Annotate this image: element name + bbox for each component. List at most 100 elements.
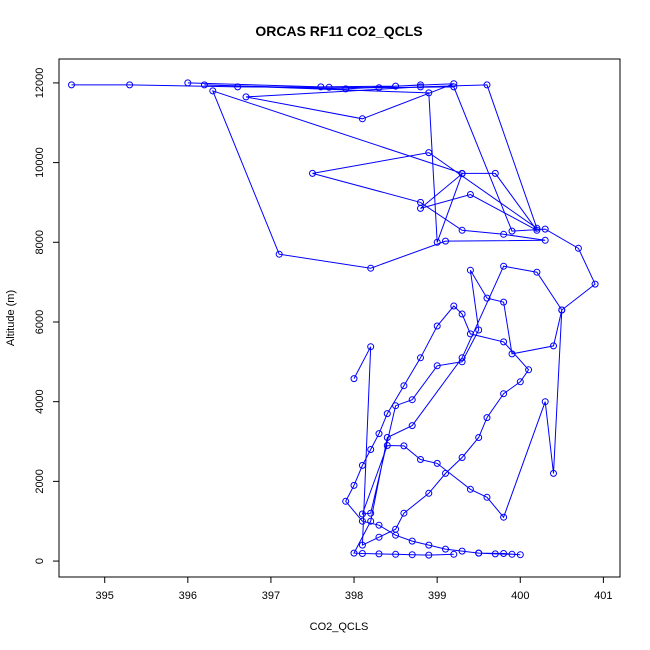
data-point: [358, 461, 366, 469]
series-line-1: [187, 82, 546, 269]
data-point: [309, 169, 316, 177]
data-point: [342, 497, 350, 505]
y-tick-label: 6000: [34, 310, 46, 334]
data-point: [358, 115, 366, 123]
data-point: [558, 306, 566, 314]
data-point: [392, 550, 400, 558]
data-point: [425, 89, 433, 97]
data-point: [533, 226, 541, 234]
data-point: [500, 550, 508, 557]
data-point: [417, 204, 424, 212]
data-point: [574, 244, 582, 252]
data-point: [184, 79, 192, 87]
y-tick-label: 0: [34, 558, 46, 564]
data-point: [483, 294, 491, 302]
data-point: [458, 310, 466, 318]
data-point: [350, 481, 358, 489]
data-point: [500, 513, 508, 521]
data-point: [383, 434, 391, 441]
x-tick-label: 396: [179, 590, 197, 602]
series-line-3: [345, 305, 530, 556]
y-axis: 0 2000 4000 6000 8000 10000 12000: [34, 68, 59, 564]
data-point: [483, 414, 491, 422]
data-point: [358, 510, 366, 518]
data-point: [433, 362, 441, 370]
data-point: [417, 83, 424, 91]
x-tick-label: 397: [262, 590, 280, 602]
x-axis: 395 396 397 398 399 400 401: [96, 577, 613, 602]
x-tick-label: 399: [428, 590, 446, 602]
data-point: [408, 537, 416, 545]
data-point: [126, 81, 134, 89]
data-point: [533, 224, 541, 232]
x-tick-label: 398: [345, 590, 363, 602]
data-point: [400, 509, 408, 517]
data-point: [466, 266, 474, 274]
data-point: [375, 550, 383, 558]
data-point: [516, 551, 524, 559]
data-point: [483, 493, 491, 501]
data-point: [317, 83, 325, 91]
x-tick-label: 395: [96, 590, 114, 602]
data-point: [442, 237, 449, 245]
x-tick-label: 401: [594, 590, 612, 602]
data-point: [375, 430, 383, 438]
data-point: [591, 280, 599, 288]
data-point: [209, 87, 217, 95]
chart-title: ORCAS RF11 CO2_QCLS: [255, 23, 422, 39]
data-point: [425, 551, 433, 559]
data-point: [491, 169, 499, 177]
y-tick-label: 4000: [34, 389, 46, 413]
data-point: [458, 170, 466, 178]
data-point: [392, 531, 400, 539]
series-points: [68, 79, 599, 559]
data-point: [408, 422, 416, 430]
data-point: [400, 442, 408, 450]
data-point: [475, 326, 483, 334]
data-point: [383, 442, 391, 449]
data-point: [442, 545, 449, 553]
x-tick-label: 400: [511, 590, 529, 602]
data-point: [400, 382, 408, 390]
data-point: [358, 541, 366, 549]
data-point: [417, 81, 424, 89]
data-point: [458, 454, 466, 461]
data-point: [508, 227, 516, 235]
data-point: [500, 338, 508, 346]
data-point: [466, 485, 474, 493]
data-point: [550, 469, 557, 477]
data-point: [533, 268, 541, 276]
y-axis-label: Altitude (m): [5, 290, 17, 346]
data-point: [466, 191, 474, 198]
data-point: [68, 81, 75, 89]
data-point: [516, 378, 524, 386]
data-point: [491, 550, 499, 558]
data-point: [392, 402, 400, 410]
data-point: [425, 541, 433, 549]
data-point: [458, 226, 466, 234]
data-point: [466, 330, 474, 338]
data-point: [433, 459, 441, 467]
data-point: [450, 83, 458, 91]
x-axis-label: CO2_QCLS: [310, 621, 369, 633]
series-lines: [71, 82, 596, 556]
data-point: [383, 410, 391, 418]
data-point: [408, 551, 416, 559]
y-tick-label: 2000: [34, 469, 46, 493]
data-point: [417, 456, 424, 463]
data-point: [458, 547, 466, 555]
data-point: [350, 375, 358, 383]
data-point: [475, 434, 483, 441]
y-tick-label: 8000: [34, 230, 46, 254]
data-point: [425, 149, 433, 157]
data-point: [275, 250, 283, 258]
data-point: [541, 236, 549, 244]
data-point: [508, 350, 516, 358]
data-point: [541, 225, 549, 233]
data-point: [483, 81, 491, 89]
data-point: [433, 238, 441, 246]
data-point: [425, 489, 433, 497]
data-point: [433, 322, 441, 330]
data-point: [508, 550, 516, 558]
